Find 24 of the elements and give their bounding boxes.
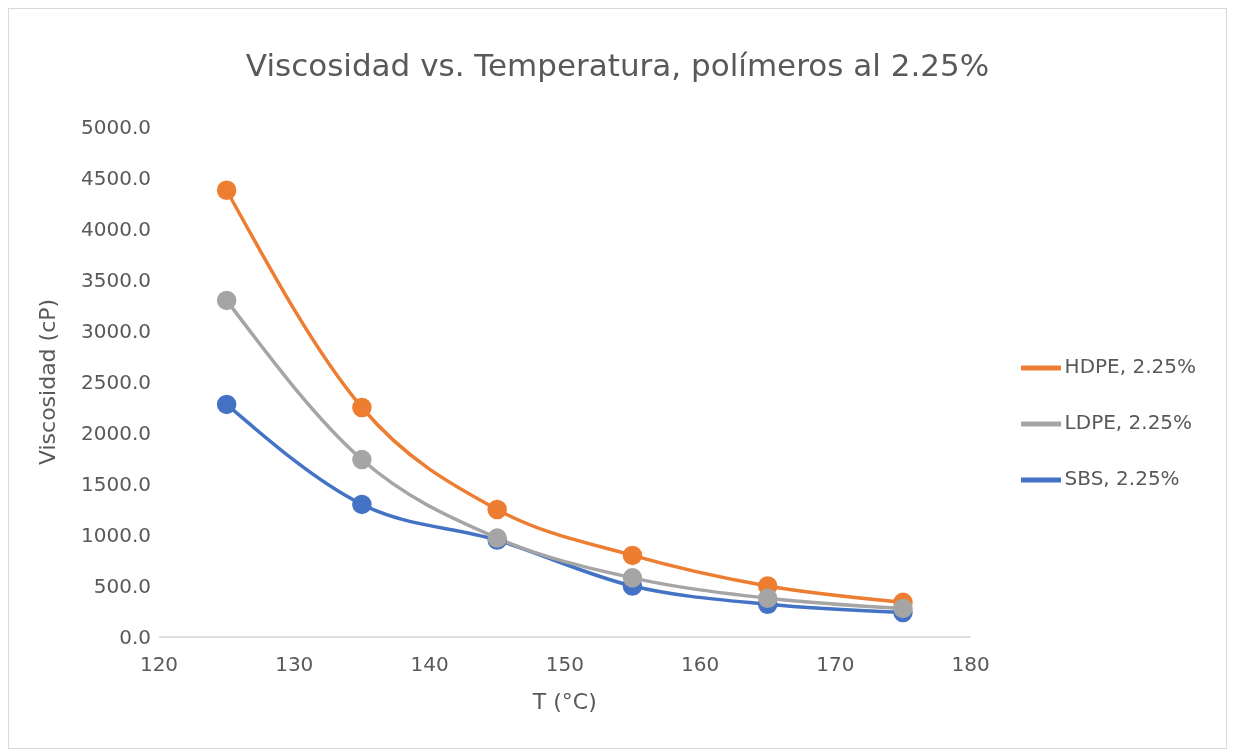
y-tick-label: 4500.0 [81,166,151,191]
y-tick-label: 1000.0 [81,523,151,548]
y-tick-label: 3500.0 [81,268,151,293]
legend-label: SBS, 2.25% [1064,466,1180,490]
y-tick-label: 0.0 [119,625,151,650]
x-tick-label: 160 [680,652,720,677]
x-tick-label: 150 [545,652,584,677]
x-tick-label: 140 [410,652,449,677]
y-tick-label: 4000.0 [81,217,151,242]
y-tick-label: 2000.0 [81,421,151,446]
legend-label: HDPE, 2.25% [1064,354,1196,378]
x-tick-label: 120 [139,652,179,677]
y-axis-title: Viscosidad (cP) [34,298,60,466]
x-tick-label: 170 [816,652,855,677]
x-tick-label: 180 [951,652,990,677]
x-axis-title: T (°C) [531,689,597,714]
y-tick-label: 500.0 [93,574,151,599]
chart-title: Viscosidad vs. Temperatura, polímeros al 2.25% [244,46,991,85]
legend-label: LDPE, 2.25% [1064,410,1193,434]
y-tick-label: 2500.0 [81,370,151,395]
y-tick-label: 1500.0 [81,472,151,497]
y-tick-label: 3000.0 [81,319,151,344]
y-tick-label: 5000.0 [81,115,151,140]
x-tick-label: 130 [275,652,314,677]
